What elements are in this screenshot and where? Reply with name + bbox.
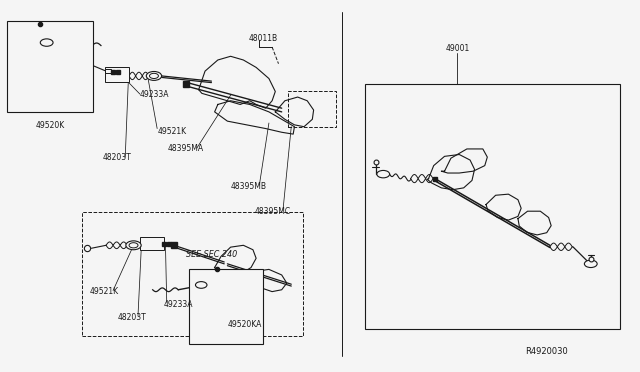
Bar [288,92,336,127]
Bar [365,84,620,329]
Text: 48395MC: 48395MC [254,207,291,216]
Circle shape [126,241,141,250]
Bar [140,237,164,250]
Text: 48203T: 48203T [103,153,132,161]
Bar [83,212,303,336]
Bar [7,21,93,112]
Bar [189,269,262,343]
Text: 49520KA: 49520KA [228,321,262,330]
Circle shape [195,282,207,288]
Text: SEE SEC 240: SEE SEC 240 [186,250,237,259]
Circle shape [147,71,162,80]
Text: 49233A: 49233A [164,300,193,309]
Text: 48011B: 48011B [248,34,278,43]
Text: R4920030: R4920030 [525,347,568,356]
Text: 49521K: 49521K [157,126,186,136]
Circle shape [129,243,138,248]
Circle shape [40,39,53,46]
Text: 48395MA: 48395MA [168,144,204,153]
Circle shape [377,170,390,178]
Text: 49520K: 49520K [36,121,65,130]
Circle shape [150,73,159,78]
Text: 48203T: 48203T [118,313,147,322]
Text: 49001: 49001 [445,44,469,53]
Bar [105,67,129,82]
Text: 48395MB: 48395MB [230,182,267,190]
Bar [105,69,111,73]
Circle shape [584,260,597,267]
Text: 49233A: 49233A [140,90,170,99]
Text: 49521K: 49521K [90,287,119,296]
